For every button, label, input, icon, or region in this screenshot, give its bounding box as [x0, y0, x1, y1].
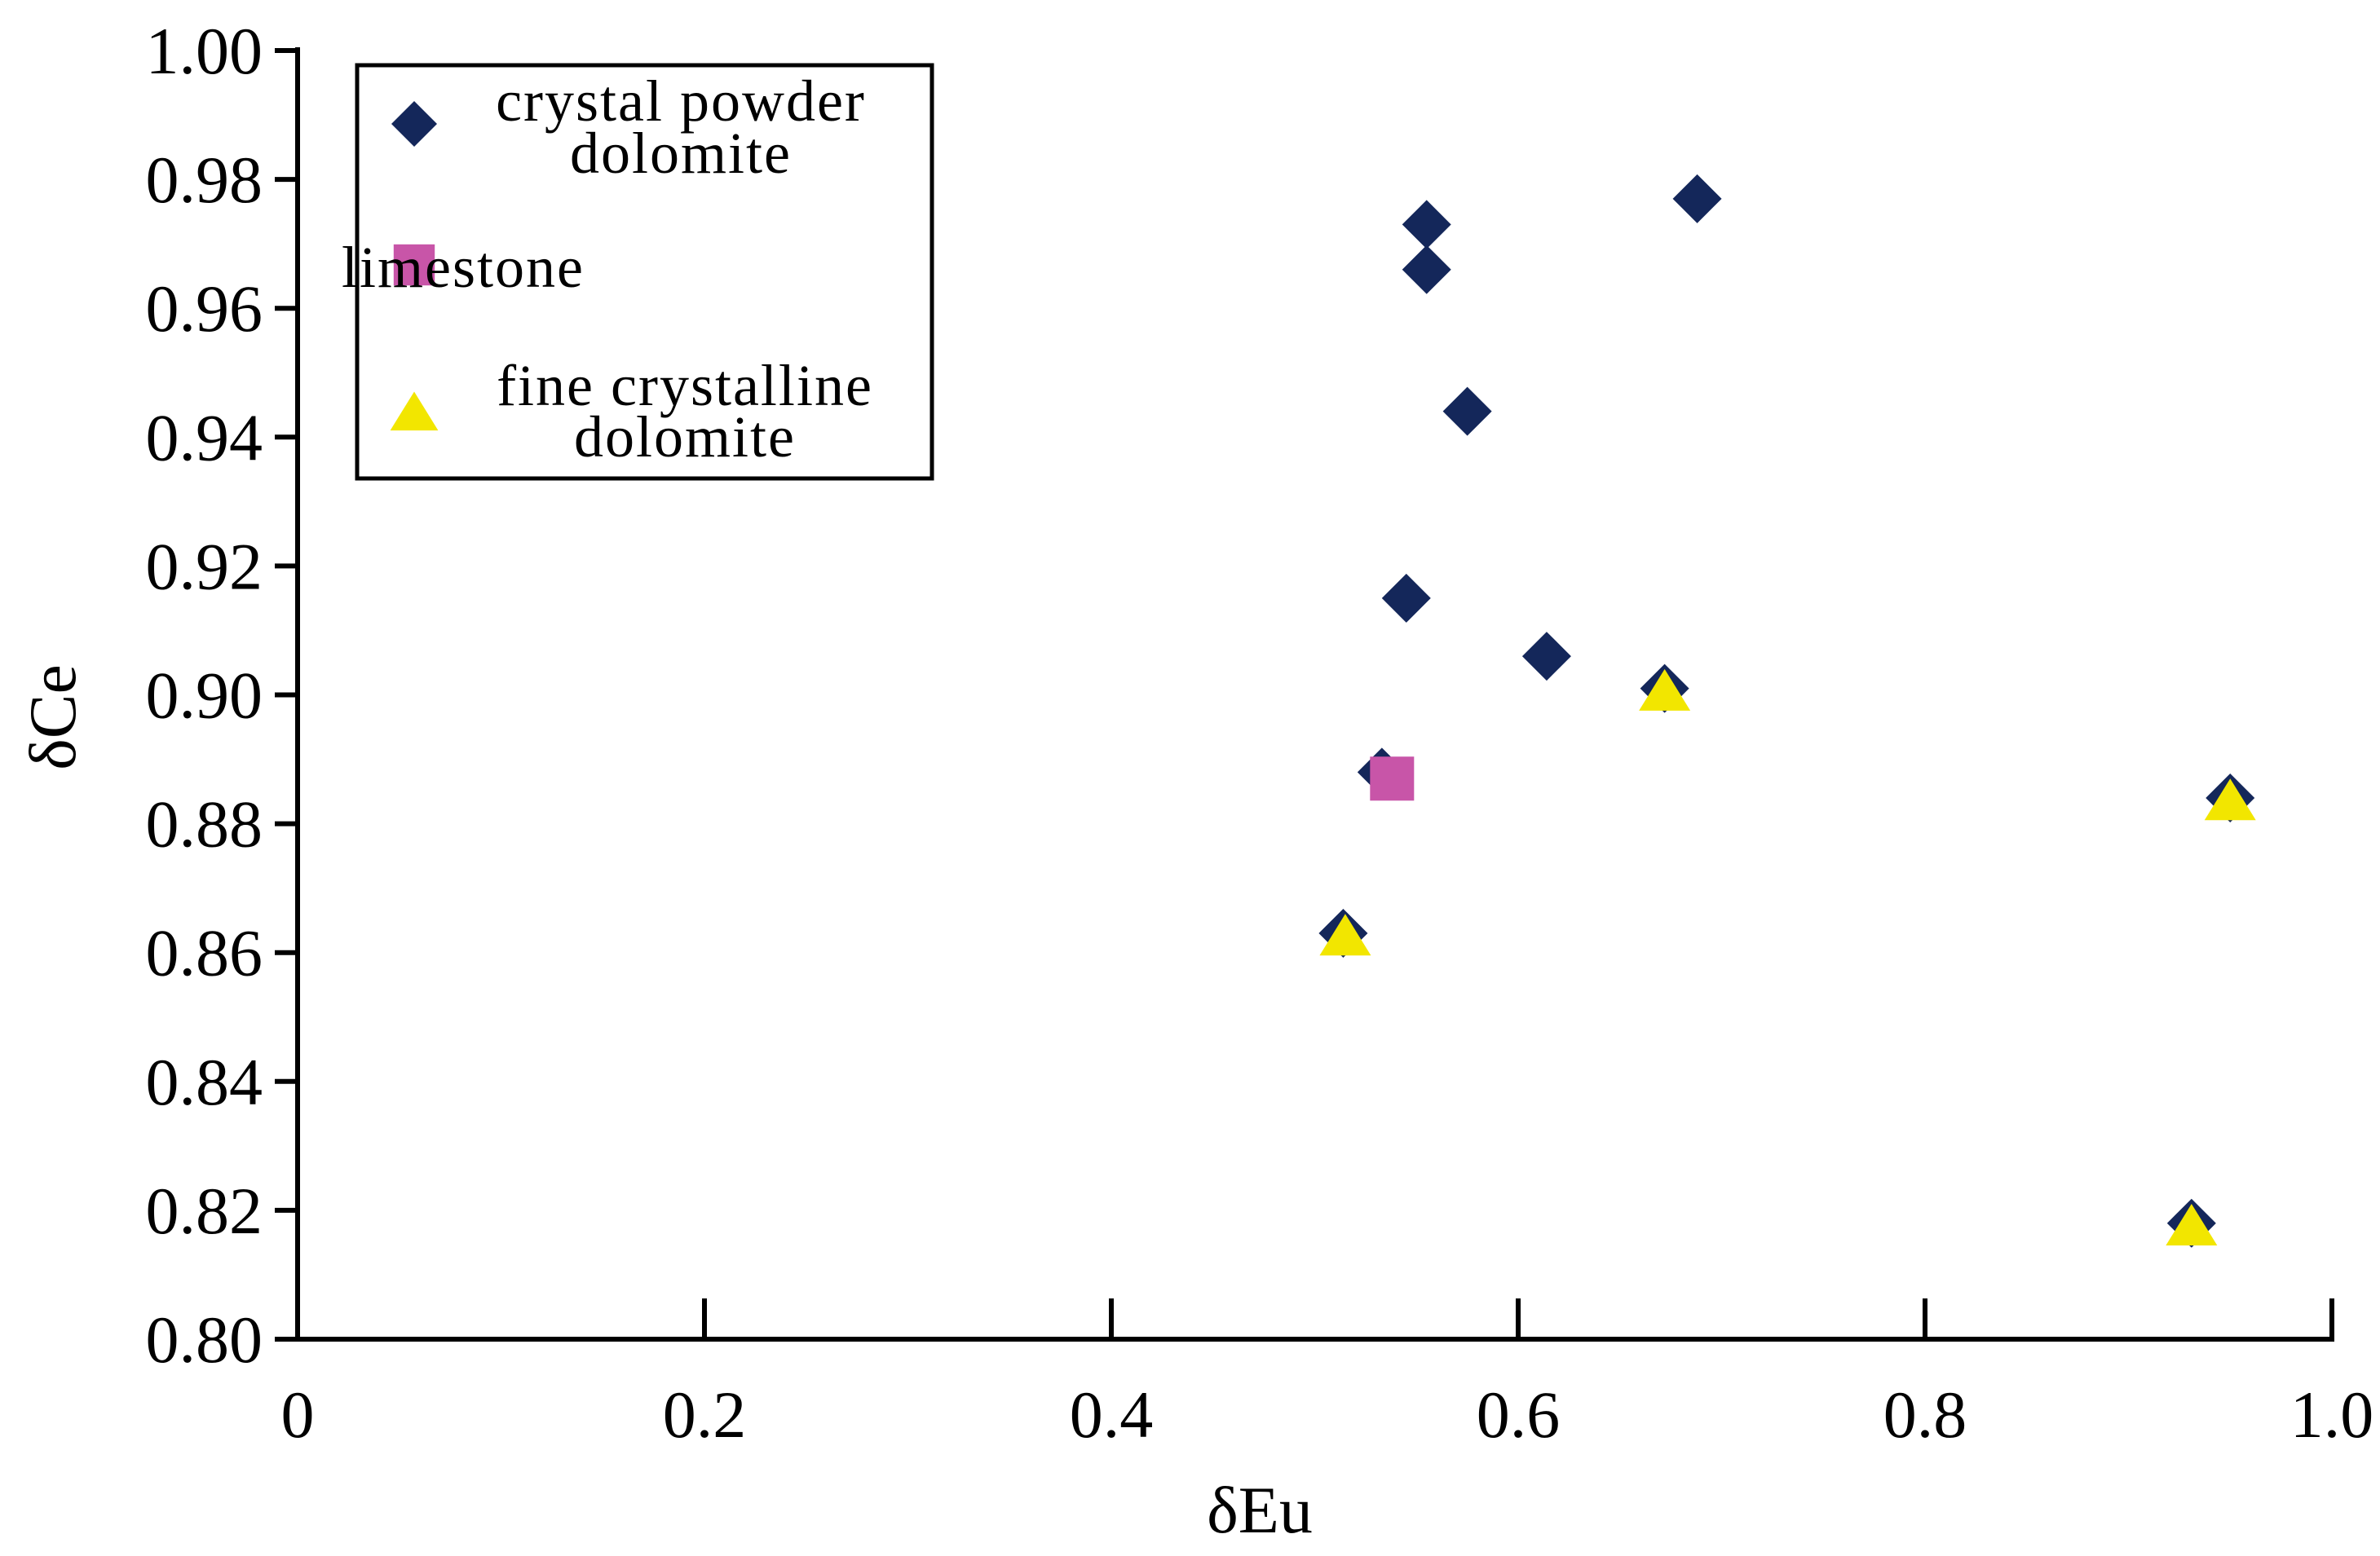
legend-marker-diamond — [391, 101, 437, 147]
legend-box — [355, 63, 934, 481]
fine-crystalline-dolomite-point — [1319, 914, 1371, 956]
fine-crystalline-dolomite-point — [2204, 778, 2256, 821]
x-tick-label: 0 — [281, 1377, 315, 1452]
crystal-powder-dolomite-point — [1442, 386, 1492, 436]
y-tick-label: 0.86 — [146, 916, 263, 990]
crystal-powder-dolomite-point — [1672, 174, 1722, 223]
legend-marker-triangle — [390, 391, 439, 431]
crystal-powder-dolomite-point — [1521, 632, 1571, 681]
legend-label: dolomite — [570, 121, 792, 186]
y-tick-label: 0.90 — [146, 659, 263, 733]
y-axis-title: δCe — [15, 664, 90, 770]
y-axis-ticks: 0.80 0.82 0.84 0.86 0.88 0.90 0.92 0.94 0.96 0.98… — [146, 14, 298, 1377]
x-tick-label: 0.6 — [1477, 1377, 1561, 1452]
y-tick-label: 0.94 — [146, 400, 263, 474]
fine-crystalline-dolomite-point — [1639, 668, 1691, 711]
crystal-powder-dolomite-point — [1402, 200, 1451, 249]
y-tick-label: 0.88 — [146, 787, 263, 862]
x-axis-title: δEu — [1207, 1473, 1313, 1547]
x-tick-label: 0.4 — [1070, 1377, 1154, 1452]
x-tick-label: 1.0 — [2290, 1377, 2374, 1452]
crystal-powder-dolomite-point — [1381, 573, 1431, 623]
legend-label: dolomite — [574, 404, 796, 469]
fine-crystalline-dolomite-point — [2166, 1203, 2218, 1245]
y-tick-label: 0.98 — [146, 143, 263, 217]
crystal-powder-dolomite-point — [1402, 245, 1451, 294]
y-tick-label: 0.82 — [146, 1174, 263, 1248]
x-tick-label: 0.2 — [663, 1377, 747, 1452]
y-tick-label: 0.96 — [146, 271, 263, 346]
limestone-point — [1370, 756, 1415, 801]
x-tick-label: 0.8 — [1883, 1377, 1967, 1452]
y-tick-label: 0.84 — [146, 1045, 263, 1119]
x-axis-ticks: 0 0.2 0.4 0.6 0.8 1.0 — [281, 1298, 2374, 1452]
legend-label: limestone — [342, 235, 585, 300]
y-tick-label: 1.00 — [146, 14, 263, 88]
legend-marker-square — [393, 244, 435, 286]
legend-label: fine crystalline — [497, 353, 873, 418]
y-tick-label: 0.80 — [146, 1303, 263, 1377]
data-points — [1318, 174, 2256, 1248]
legend-label: crystal powder — [496, 68, 866, 134]
y-tick-label: 0.92 — [146, 529, 263, 603]
